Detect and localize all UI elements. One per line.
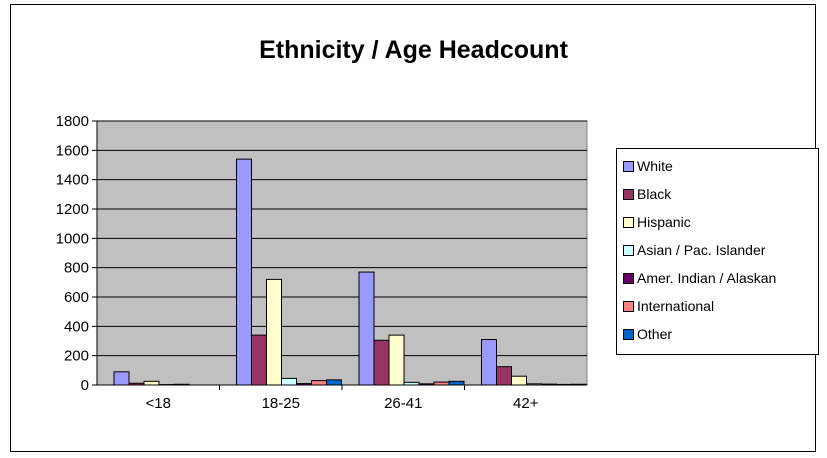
chart-title: Ethnicity / Age Headcount	[259, 36, 568, 64]
bar-white-1	[236, 158, 252, 386]
legend-item: White	[623, 156, 673, 176]
legend-label: Amer. Indian / Alaskan	[637, 270, 777, 286]
bar-white-2	[358, 271, 375, 386]
y-tick-label: 800	[64, 260, 89, 277]
legend-label: International	[637, 298, 715, 314]
legend-item: Hispanic	[623, 212, 691, 232]
legend-label: Asian / Pac. Islander	[637, 242, 766, 258]
y-tick-label: 1600	[56, 142, 89, 159]
plot-background	[96, 120, 588, 386]
bar-other-2	[448, 380, 465, 386]
bar-asian-pac-islander-1	[281, 377, 297, 386]
x-tick-label: <18	[146, 395, 171, 412]
bar-white-0	[113, 371, 130, 386]
bar-hispanic-0	[143, 380, 160, 386]
y-tick-label: 0	[81, 377, 89, 394]
legend-item: Other	[623, 324, 672, 344]
legend-label: White	[637, 158, 673, 174]
legend-label: Hispanic	[637, 214, 691, 230]
legend-swatch	[623, 272, 634, 284]
legend-item: Black	[623, 184, 671, 204]
y-tick-label: 1800	[56, 113, 89, 130]
legend-swatch	[623, 216, 634, 228]
legend-swatch	[623, 328, 634, 340]
legend-item: International	[623, 296, 714, 316]
y-tick-label: 400	[64, 318, 89, 335]
y-tick-label: 1400	[56, 172, 89, 189]
y-tick-label: 1200	[56, 201, 89, 218]
y-tick-label: 200	[64, 348, 89, 365]
bar-white-3	[481, 339, 497, 386]
legend-swatch	[623, 244, 634, 256]
bar-hispanic-3	[511, 375, 527, 386]
legend-swatch	[623, 300, 634, 312]
bar-black-3	[496, 366, 512, 386]
bar-hispanic-2	[388, 334, 405, 386]
legend-label: Other	[637, 326, 673, 342]
x-tick-label: 26-41	[384, 395, 422, 412]
legend-item: Amer. Indian / Alaskan	[623, 268, 776, 288]
bar-hispanic-1	[266, 278, 282, 386]
legend-label: Black	[637, 186, 672, 202]
bar-black-1	[251, 334, 267, 386]
legend-item: Asian / Pac. Islander	[623, 240, 765, 260]
legend-swatch	[623, 188, 634, 200]
y-tick-label: 600	[64, 289, 89, 306]
bar-international-1	[311, 380, 327, 386]
y-tick-label: 1000	[56, 230, 89, 247]
legend: White Black Hispanic Asian / Pac. Islander A…	[616, 148, 819, 355]
x-tick-label: 42+	[513, 395, 539, 412]
x-tick-label: 18-25	[262, 395, 300, 412]
legend-swatch	[623, 160, 634, 172]
bar-black-2	[373, 339, 390, 386]
bar-other-1	[326, 379, 342, 386]
